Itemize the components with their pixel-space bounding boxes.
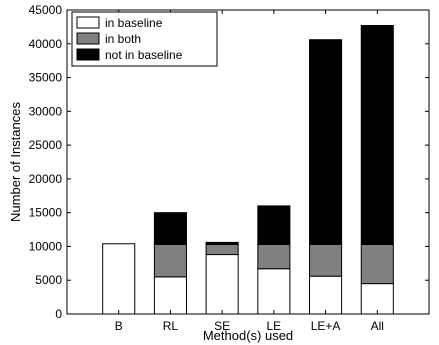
y-axis-ticks: 0 5000 10000 15000 20000 25000 30000 35000 40000…	[29, 3, 429, 321]
bars-layer	[102, 25, 394, 315]
bar-segment-in-baseline	[309, 275, 343, 315]
bar-segment-not-in-baseline	[309, 39, 343, 245]
bar-segment-in-both	[257, 243, 291, 270]
bar-segment-not-in-baseline	[257, 205, 291, 245]
x-tick-label: RL	[163, 319, 179, 333]
bar-segment-in-baseline	[360, 283, 394, 315]
bar-segment-not-in-baseline	[360, 25, 394, 245]
legend-swatch	[76, 48, 100, 61]
bar-segment-in-both	[309, 243, 343, 277]
bar-segment-in-both	[205, 243, 239, 256]
y-tick-label: 5000	[35, 273, 62, 287]
y-tick-label: 30000	[29, 104, 63, 118]
bar-segment-in-baseline	[205, 254, 239, 315]
y-tick-label: 25000	[29, 138, 63, 152]
x-axis-label: Method(s) used	[203, 328, 293, 343]
legend-swatch	[76, 32, 100, 45]
legend-label: not in baseline	[105, 48, 183, 62]
legend-label: in both	[105, 32, 141, 46]
y-tick-label: 0	[55, 307, 62, 321]
x-tick-label: SE	[214, 319, 230, 333]
y-tick-label: 10000	[29, 239, 63, 253]
bar-segment-in-baseline	[153, 276, 187, 315]
bar-segment-in-baseline	[102, 243, 136, 315]
x-axis-ticks: B RL SE LE LE+A All	[115, 10, 384, 333]
legend-swatch	[76, 16, 100, 29]
bar-segment-in-both	[153, 243, 187, 278]
bar-segment-in-both	[360, 243, 394, 285]
x-tick-label: All	[371, 319, 384, 333]
y-tick-label: 20000	[29, 172, 63, 186]
bar-segment-in-baseline	[257, 268, 291, 315]
y-axis-label: Number of Instances	[8, 102, 23, 222]
legend-label: in baseline	[105, 16, 163, 30]
bar-segment-not-in-baseline	[153, 212, 187, 245]
y-tick-label: 45000	[29, 3, 63, 17]
bar-segment-not-in-baseline	[205, 241, 239, 245]
x-tick-label: LE+A	[311, 319, 341, 333]
axes-frame	[66, 9, 430, 315]
y-tick-label: 35000	[29, 71, 63, 85]
y-tick-label: 15000	[29, 206, 63, 220]
y-tick-label: 40000	[29, 37, 63, 51]
legend: in baseline in both not in baseline	[71, 11, 218, 67]
x-tick-label: LE	[267, 319, 282, 333]
x-tick-label: B	[115, 319, 123, 333]
